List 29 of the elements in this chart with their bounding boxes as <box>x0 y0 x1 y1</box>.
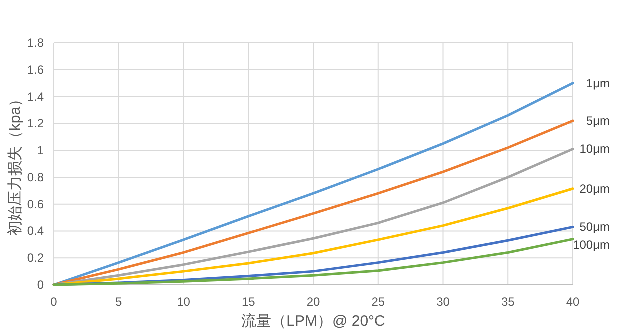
series-label: 100μm <box>573 238 610 252</box>
x-tick-label: 10 <box>177 295 191 309</box>
line-series <box>52 82 574 286</box>
x-tick-label: 15 <box>242 295 256 309</box>
y-tick-label: 1 <box>37 144 44 158</box>
y-tick-label: 0.8 <box>27 170 44 184</box>
y-tick-label: 0.2 <box>27 251 44 266</box>
y-tick-label: 0 <box>37 278 44 292</box>
x-tick-label: 35 <box>501 295 516 309</box>
y-tick-label: 1.8 <box>27 36 44 50</box>
x-tick-label: 0 <box>50 295 58 309</box>
line-series <box>52 238 574 286</box>
y-axis-title: 初始压力损失（kpa） <box>7 92 24 236</box>
y-tick-label: 1.2 <box>27 116 44 131</box>
y-tick-label: 1.6 <box>27 62 44 77</box>
y-tick-label: 1.4 <box>27 90 44 104</box>
series-label: 1μm <box>586 76 610 90</box>
series-label: 50μm <box>580 220 610 234</box>
x-tick-label: 30 <box>436 295 450 309</box>
x-tick-label: 20 <box>306 295 320 309</box>
series-label: 20μm <box>580 182 610 196</box>
series-label: 5μm <box>586 114 610 128</box>
x-axis-title: 流量（LPM）@ 20°C <box>242 313 386 330</box>
y-tick-label: 0.4 <box>27 224 44 238</box>
series-label: 10μm <box>580 142 610 156</box>
x-tick-label: 25 <box>372 295 386 309</box>
x-tick-label: 40 <box>566 295 580 309</box>
y-tick-label: 0.6 <box>27 197 44 212</box>
x-tick-label: 5 <box>116 295 123 309</box>
